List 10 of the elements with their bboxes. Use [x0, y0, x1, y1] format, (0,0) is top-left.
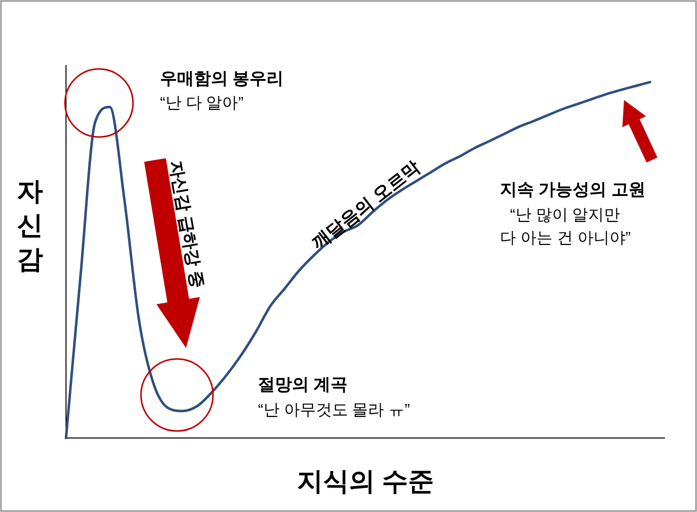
annotation: “난 많이 알지만 — [510, 207, 620, 224]
annotation: 자신감 급하강 중 — [166, 159, 208, 290]
annotation: “난 아무것도 몰라 ㅠ” — [258, 402, 410, 419]
annotation: 지속 가능성의 고원 — [500, 180, 646, 199]
y-axis-title: 자신감 — [17, 176, 43, 274]
annotation: 다 아는 건 아니야” — [500, 230, 631, 247]
annotation: 절망의 계곡 — [258, 375, 348, 394]
x-axis-title: 지식의 수준 — [296, 466, 434, 496]
annotation: 우매함의 봉우리 — [160, 69, 284, 88]
annotation: “난 다 알아” — [160, 95, 244, 112]
